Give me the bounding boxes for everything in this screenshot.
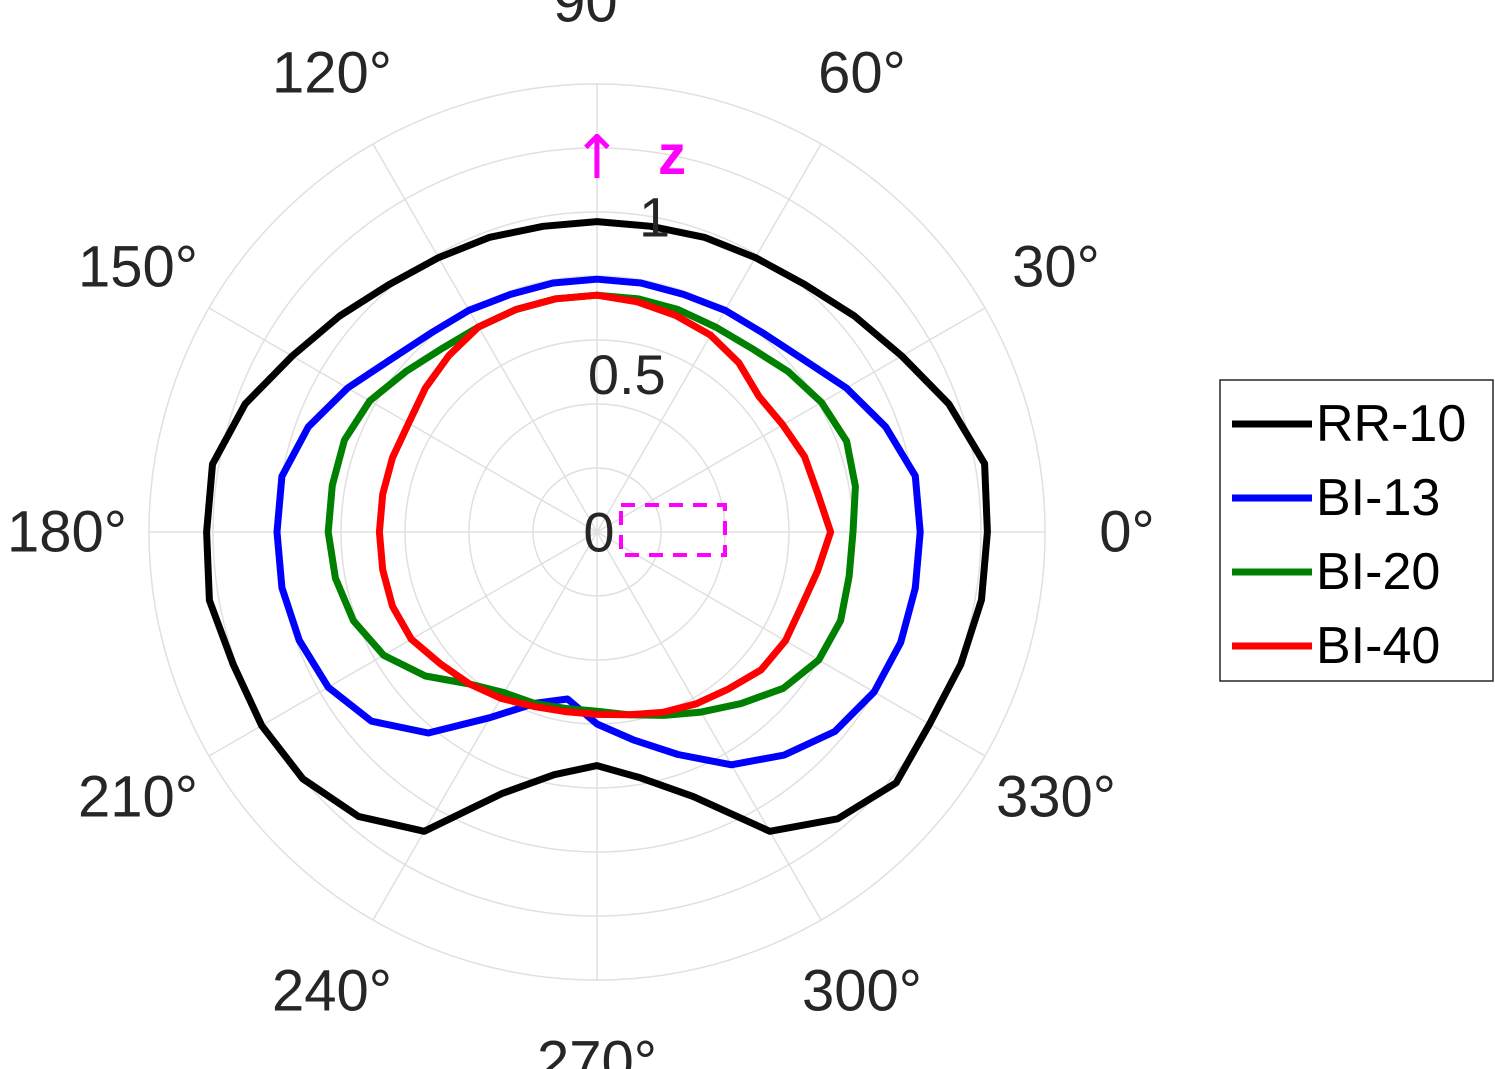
series-line-bi-20: [324, 291, 859, 719]
grid-spoke: [596, 531, 986, 757]
grid-spoke: [208, 307, 598, 533]
legend-label: BI-40: [1316, 617, 1440, 675]
z-axis-label: z: [658, 123, 686, 186]
r-tick-label: 0.5: [588, 343, 666, 406]
legend-label: BI-20: [1316, 543, 1440, 601]
grid-spoke: [596, 531, 822, 921]
grid-spoke: [596, 307, 986, 533]
theta-tick-label: 240°: [272, 958, 392, 1023]
grid-spoke: [372, 531, 598, 921]
r-tick-label: 0: [583, 501, 614, 564]
r-tick-label: 1: [639, 185, 670, 248]
theta-tick-label: 210°: [78, 765, 198, 830]
grid-spoke: [208, 531, 598, 757]
legend-label: RR-10: [1316, 395, 1466, 453]
z-annotation: ↑ z: [572, 123, 727, 557]
series-line-bi-13: [273, 275, 924, 769]
theta-tick-label: 270°: [537, 1030, 657, 1069]
theta-tick-label: 180°: [7, 500, 127, 565]
grid-spoke: [372, 143, 598, 533]
theta-tick-label: 120°: [272, 41, 392, 106]
series-line-rr-10: [203, 218, 991, 835]
tick-labels: 0° 30° 60° 90° 120° 150° 180° 210° 240° 270° 300° 3…: [7, 0, 1155, 1069]
theta-tick-label: 0°: [1099, 500, 1154, 565]
theta-tick-label: 90°: [553, 0, 641, 35]
sample-outline: [619, 503, 727, 557]
theta-tick-label: 150°: [78, 235, 198, 300]
series-layer: [203, 218, 991, 835]
legend-box: [1219, 379, 1494, 682]
theta-tick-label: 30°: [1012, 235, 1100, 300]
theta-tick-label: 330°: [996, 765, 1116, 830]
legend-label: BI-13: [1316, 469, 1440, 527]
z-arrow-icon: ↑: [572, 123, 622, 193]
theta-tick-label: 300°: [802, 958, 922, 1023]
series-line-bi-40: [375, 291, 835, 719]
theta-tick-label: 60°: [818, 41, 906, 106]
legend: RR-10 BI-13 BI-20 BI-40: [1219, 379, 1494, 682]
